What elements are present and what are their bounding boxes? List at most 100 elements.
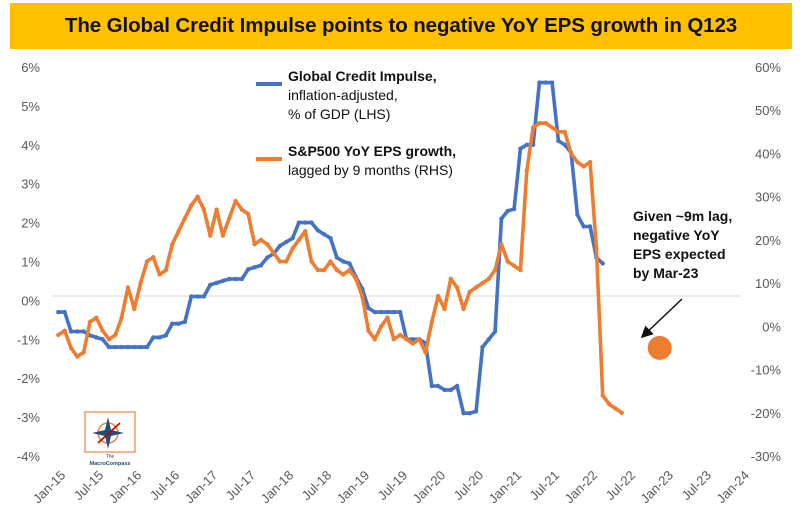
eps-growth-point [347,267,352,273]
eps-growth-point [277,259,283,264]
credit-impulse-point [100,337,105,342]
eps-growth-point [144,259,150,264]
credit-impulse-point [429,383,434,389]
y-right-tick-label: -30% [751,449,782,464]
credit-impulse-point [334,255,340,260]
eps-growth-point [56,332,61,338]
y-right-tick-label: 60% [755,60,781,75]
eps-growth-point [537,121,542,126]
eps-growth-point [530,125,536,130]
credit-impulse-point [309,220,314,225]
x-tick-label: Jul-21 [527,468,563,504]
credit-impulse-point [296,220,302,225]
credit-impulse-point [144,344,150,350]
eps-growth-point [220,233,226,238]
credit-impulse-point [486,337,491,342]
credit-impulse-point [239,276,245,282]
legend-label-credit-impulse-2: inflation-adjusted, [288,87,398,103]
eps-growth-point [417,337,422,342]
title-bar: The Global Credit Impulse points to nega… [10,3,792,49]
series-layer [56,80,672,416]
y-left-tick-label: -1% [17,332,41,347]
credit-impulse-point [448,387,453,393]
eps-growth-point [448,276,453,281]
credit-impulse-point [138,344,143,350]
credit-impulse-point [182,319,188,324]
credit-impulse-point [379,309,384,315]
credit-impulse-point [119,344,124,350]
eps-growth-point [100,328,105,333]
annotation-line-1: Given ~9m lag, [633,208,732,224]
credit-impulse-point [391,309,396,315]
annotation-line-4: by Mar-23 [633,265,699,281]
eps-growth-point [594,246,599,251]
credit-impulse-point [543,80,548,85]
y-right-tick-label: 0% [762,319,781,334]
eps-growth-point [62,328,67,333]
eps-growth-point [151,255,156,260]
eps-growth-point [87,319,93,325]
credit-impulse-point [366,306,371,311]
eps-growth-point [252,242,257,247]
eps-growth-point [182,216,188,221]
x-tick-label: Jan-22 [562,468,601,507]
y-right-tick-label: 50% [755,103,781,118]
credit-impulse-point [252,265,257,270]
eps-growth-point [467,289,472,294]
eps-growth-point [461,306,466,312]
y-axis-right: 60% 50% 40% 30% 20% 10% 0% -10% -20% -30% [751,60,782,464]
eps-growth-point [581,164,586,169]
credit-impulse-point [467,411,472,416]
credit-impulse-point [398,309,403,315]
y-left-tick-label: 4% [21,138,40,153]
credit-impulse-point [480,344,485,350]
credit-impulse-point [372,309,377,315]
credit-impulse-point [347,261,352,266]
credit-impulse-point [265,255,270,260]
eps-growth-point [201,207,207,212]
credit-impulse-point [322,232,327,237]
annotation: Given ~9m lag, negative YoY EPS expected… [633,208,732,339]
credit-impulse-point [258,263,264,268]
eps-growth-point [341,272,346,277]
y-left-tick-label: 2% [21,216,40,231]
expected-eps-marker [647,335,672,360]
credit-impulse-point [537,80,542,85]
eps-growth-point [505,259,510,264]
eps-growth-point [492,267,498,273]
eps-growth-point [429,319,434,325]
y-left-tick-label: 3% [21,177,40,192]
credit-impulse-point [518,146,523,151]
y-right-tick-label: 10% [755,276,781,291]
eps-growth-point [524,168,529,173]
credit-impulse-point [461,411,466,416]
credit-impulse-point [233,276,238,282]
y-left-tick-label: 5% [21,99,40,114]
eps-growth-point [575,159,580,165]
credit-impulse-point [562,142,567,147]
eps-growth-point [543,121,548,126]
eps-growth-point [258,237,264,243]
eps-growth-point [94,315,99,320]
y-right-tick-label: -20% [751,406,782,421]
legend: Global Credit Impulse, inflation-adjuste… [256,68,456,178]
x-tick-label: Jul-23 [678,468,714,504]
credit-impulse-point [581,224,586,229]
eps-growth-point [410,341,415,346]
x-tick-label: Jan-24 [713,468,752,507]
y-right-tick-label: 20% [755,233,781,248]
y-left-tick-label: -2% [17,371,41,386]
eps-growth-point [290,246,295,251]
eps-growth-point [600,393,605,398]
logo-frame [84,411,136,453]
eps-growth-point [309,259,314,264]
x-tick-label: Jan-20 [410,468,449,507]
x-tick-label: Jul-20 [451,468,487,504]
credit-impulse-point [341,259,346,264]
y-right-tick-label: 40% [755,146,781,161]
x-tick-label: Jan-21 [486,468,525,507]
eps-growth-point [227,216,232,221]
eps-growth-point [265,242,270,247]
annotation-line-2: negative YoY [633,227,720,243]
